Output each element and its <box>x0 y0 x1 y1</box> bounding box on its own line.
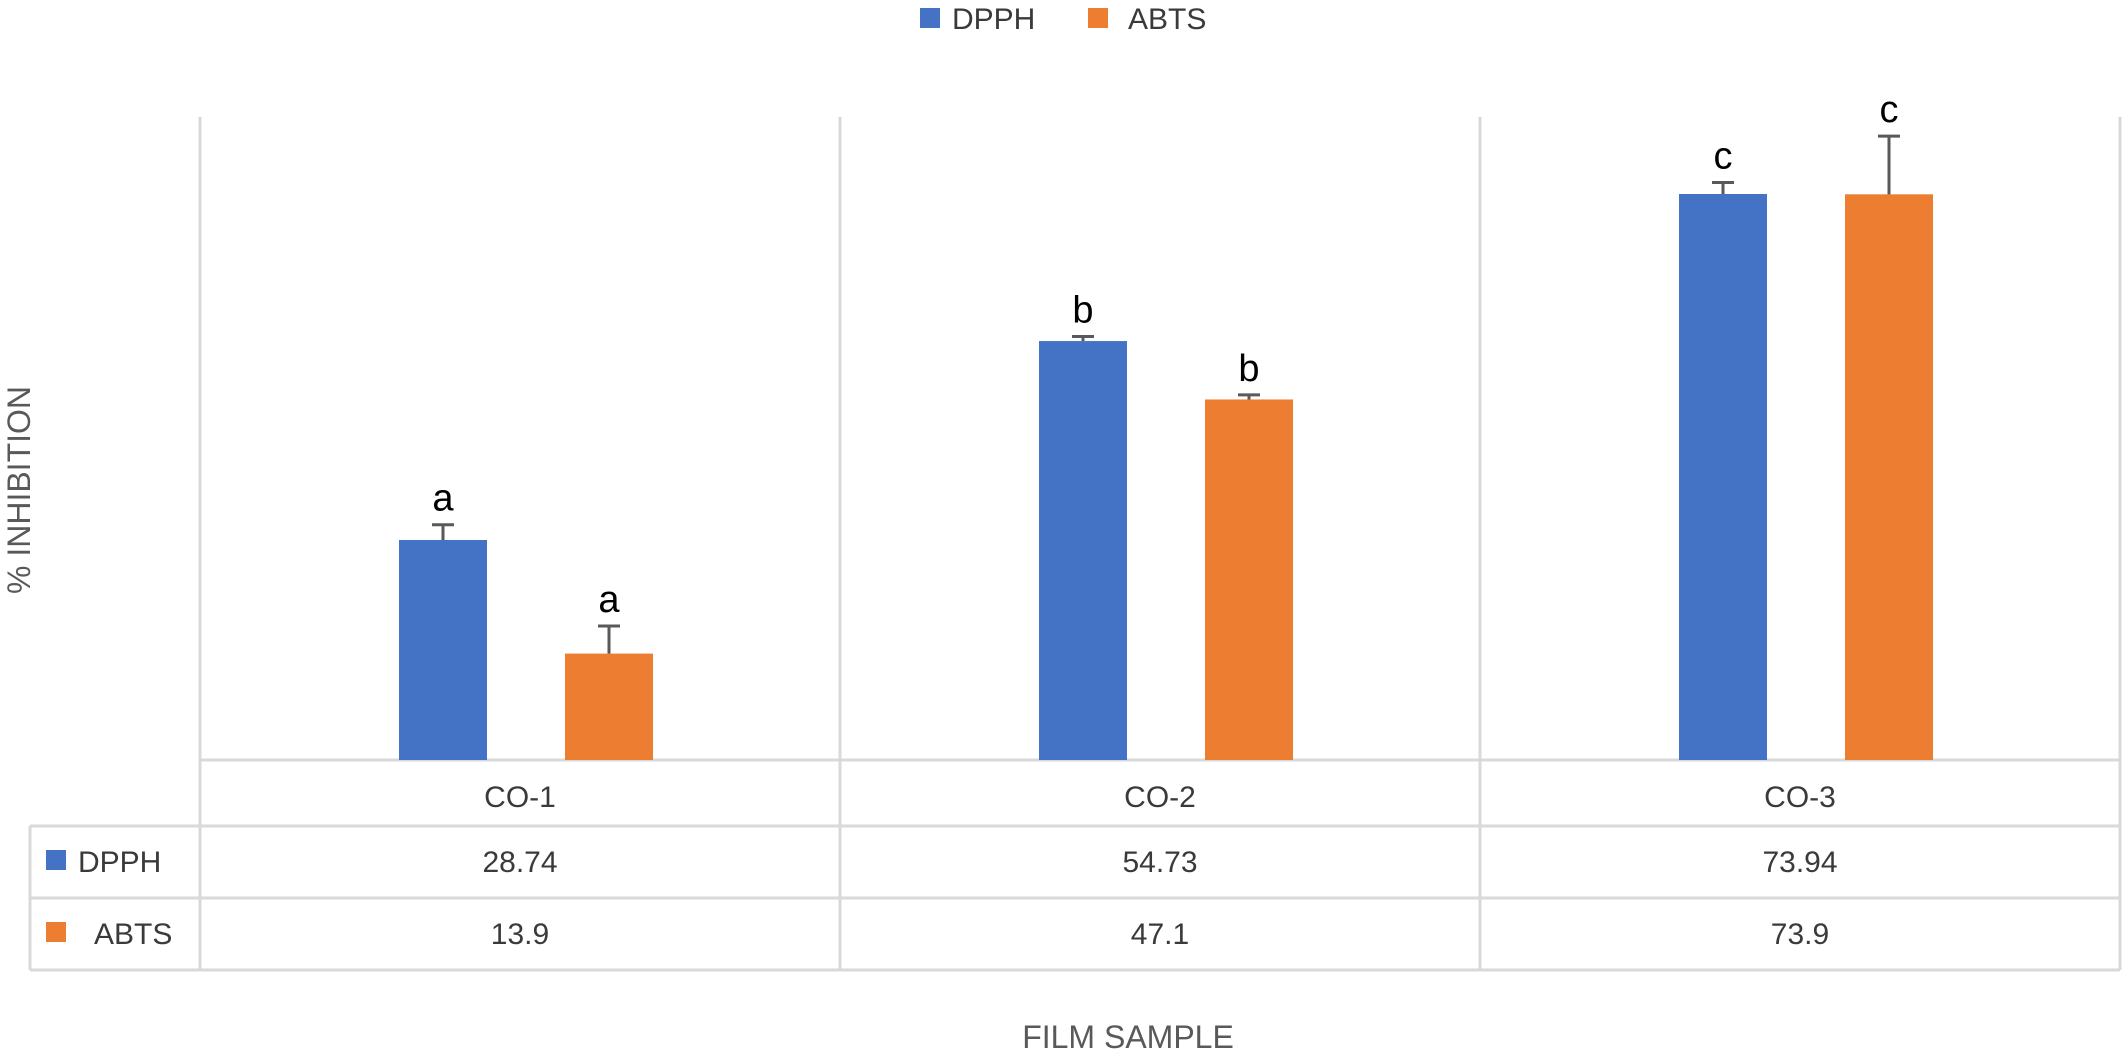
significance-label: c <box>1714 136 1733 178</box>
significance-label: a <box>598 579 620 621</box>
bar-abts-co-2 <box>1205 399 1293 760</box>
bar-dpph-co-1 <box>399 540 487 760</box>
x-tick-label-co-2: CO-2 <box>1124 781 1196 814</box>
table-swatch-abts <box>46 922 66 942</box>
data-table: DPPH ABTS 28.74 54.73 73.94 13.9 47.1 73… <box>46 846 1838 951</box>
error-bar <box>1072 334 1094 342</box>
category-labels: CO-1 CO-2 CO-3 <box>484 781 1836 814</box>
table-cell: 73.94 <box>1762 846 1837 879</box>
bar-dpph-co-3 <box>1679 194 1767 761</box>
table-swatch-dpph <box>46 850 66 870</box>
y-axis-label: % INHIBITION <box>1 386 37 594</box>
x-axis-label: FILM SAMPLE <box>1022 1019 1234 1055</box>
table-cell: 73.9 <box>1771 918 1829 951</box>
table-cell: 28.74 <box>482 846 557 879</box>
error-bar <box>1712 181 1734 195</box>
error-bar <box>1878 134 1900 195</box>
table-row-label-dpph: DPPH <box>78 846 161 879</box>
table-cell: 47.1 <box>1131 918 1189 951</box>
significance-label: b <box>1238 348 1259 390</box>
table-cell: 54.73 <box>1122 846 1197 879</box>
error-bar <box>432 523 454 541</box>
x-tick-label-co-1: CO-1 <box>484 781 556 814</box>
error-bar <box>1238 393 1260 400</box>
significance-label: c <box>1880 89 1899 131</box>
bars-layer: a a b b c c <box>399 89 1933 761</box>
significance-label: b <box>1072 289 1093 331</box>
bar-abts-co-1 <box>565 653 653 760</box>
legend-swatch-abts <box>1088 8 1108 28</box>
bar-abts-co-3 <box>1845 194 1933 760</box>
significance-label: a <box>432 478 454 520</box>
error-bar <box>598 624 620 654</box>
plot-frame <box>28 117 2122 972</box>
bar-dpph-co-2 <box>1039 341 1127 760</box>
legend: DPPH ABTS <box>920 3 1206 36</box>
legend-label-abts: ABTS <box>1128 3 1206 36</box>
table-cell: 13.9 <box>491 918 549 951</box>
table-row-label-abts: ABTS <box>94 918 172 951</box>
legend-label-dpph: DPPH <box>952 3 1035 36</box>
legend-swatch-dpph <box>920 8 940 28</box>
x-tick-label-co-3: CO-3 <box>1764 781 1836 814</box>
